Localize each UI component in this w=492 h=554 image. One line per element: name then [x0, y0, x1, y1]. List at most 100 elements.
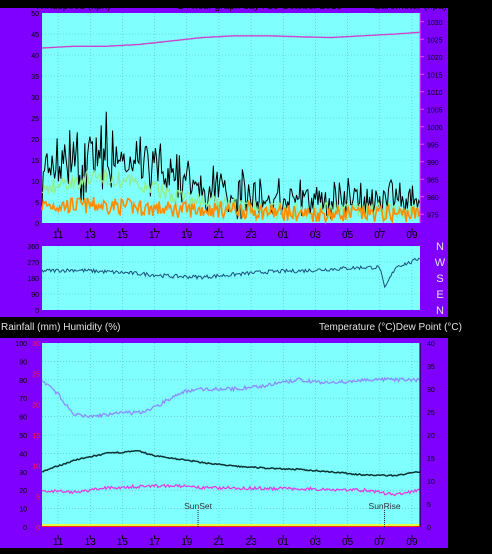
min-wind-series-line: [41, 196, 421, 225]
wind-x-axis: 11 13 15 17 19 21 23 01 03 05 07 09: [53, 228, 418, 241]
wind-y-tick: 10: [31, 179, 39, 186]
x-tick-label: 19: [181, 230, 193, 241]
temp-y-tick: 5: [427, 502, 431, 509]
sunset-label: SunSet: [184, 501, 213, 511]
humidity-y-tick: 0: [23, 525, 27, 532]
wind-marks: [41, 31, 421, 225]
temp-y-tick: 30: [427, 387, 435, 394]
rain-y-axis: 0 5 10 15 20 25 30: [32, 341, 40, 532]
x-tick-label: 15: [117, 230, 129, 241]
baro-y-tick: 1015: [427, 72, 443, 79]
humidity-y-tick: 40: [19, 451, 27, 458]
direction-plot: [41, 246, 421, 310]
x-tick-label: 13: [85, 537, 97, 548]
temp-dew-axis-title: Temperature (°C)Dew Point (°C): [319, 322, 462, 333]
wind-y-tick: 45: [31, 32, 39, 39]
wind-plot: [41, 13, 421, 225]
direction-y-tick: 180: [27, 276, 39, 283]
direction-y-tick: 270: [27, 260, 39, 267]
humidity-y-tick: 90: [19, 359, 27, 366]
sunrise-label: SunRise: [369, 501, 401, 511]
direction-y-axis: 360 270 180 90 0: [27, 244, 39, 315]
humidity-y-tick: 20: [19, 488, 27, 495]
wind-y-tick: 40: [31, 53, 39, 60]
x-tick-label: 07: [374, 230, 386, 241]
wind-y-tick: 35: [31, 74, 39, 81]
rain-y-tick: 30: [32, 341, 40, 348]
direction-y-tick: 90: [31, 292, 39, 299]
humidity-y-tick: 10: [19, 507, 27, 514]
temp-humidity-grid: [42, 343, 420, 527]
humidity-y-tick: 30: [19, 470, 27, 477]
baro-y-tick: 1020: [427, 55, 443, 62]
temp-y-tick: 15: [427, 456, 435, 463]
humidity-y-tick: 60: [19, 415, 27, 422]
rain-y-tick: 25: [32, 372, 40, 379]
x-tick-label: 01: [278, 230, 290, 241]
rain-y-tick: 5: [36, 494, 40, 501]
x-tick-label: 05: [342, 230, 354, 241]
average-wind-series-line: [41, 168, 421, 221]
x-tick-label: 21: [213, 230, 225, 241]
x-tick-label: 05: [342, 537, 354, 548]
x-tick-label: 23: [246, 230, 258, 241]
baro-y-tick: 1005: [427, 107, 443, 114]
wind-y-tick: 20: [31, 137, 39, 144]
rain-humidity-axis-title: Rainfall (mm) Humidity (%): [1, 322, 120, 333]
x-tick-label: 17: [149, 230, 161, 241]
direction-marks: [41, 257, 421, 289]
x-tick-label: 21: [213, 537, 225, 548]
rain-y-tick: 20: [32, 402, 40, 409]
baro-y-tick: 1000: [427, 125, 443, 132]
wind-y-tick: 30: [31, 95, 39, 102]
x-tick-label: 03: [310, 537, 322, 548]
wind-y-tick: 15: [31, 158, 39, 165]
barometer-series-line: [41, 31, 421, 49]
baro-y-tick: 975: [427, 212, 439, 219]
humidity-y-tick: 80: [19, 378, 27, 385]
x-tick-label: 07: [374, 537, 386, 548]
barometer-axis-title: Barometer (hpa): [374, 1, 447, 12]
direction-series-line: [41, 257, 421, 289]
baro-y-tick: 990: [427, 160, 439, 167]
temperature-y-axis: 0 5 10 15 20 25 30 35 40: [419, 341, 435, 532]
baro-y-tick: 1010: [427, 90, 443, 97]
graph-title: 24 hour graph day : 20 October 2019: [178, 1, 342, 12]
temp-y-tick: 20: [427, 433, 435, 440]
baro-y-tick: 980: [427, 195, 439, 202]
wind-y-axis: 0 5 10 15 20 25 30 35 40 45 50: [31, 11, 39, 228]
temp-y-tick: 25: [427, 410, 435, 417]
baro-y-tick: 995: [427, 142, 439, 149]
wind-y-tick: 5: [35, 200, 39, 207]
humidity-y-axis: 0 10 20 30 40 50 60 70 80 90 100: [15, 341, 27, 532]
humidity-y-tick: 50: [19, 433, 27, 440]
compass-letter: W: [435, 257, 446, 269]
baro-y-tick: 1030: [427, 20, 443, 27]
x-tick-label: 11: [53, 537, 64, 548]
humidity-y-tick: 70: [19, 396, 27, 403]
dew-point-series-line: [41, 483, 421, 497]
direction-grid: [42, 246, 420, 310]
x-tick-label: 19: [181, 537, 193, 548]
gust-series-line: [41, 111, 421, 220]
x-tick-label: 11: [53, 230, 64, 241]
x-tick-label: 17: [149, 537, 161, 548]
compass-letter: N: [436, 305, 444, 317]
humidity-series-line: [41, 376, 421, 419]
x-tick-label: 15: [117, 537, 129, 548]
wind-axis-title: Windspeed (kph): [35, 1, 111, 12]
rain-y-tick: 0: [36, 525, 40, 532]
baro-y-tick: 1025: [427, 37, 443, 44]
temp-y-tick: 40: [427, 341, 435, 348]
x-tick-label: 09: [406, 230, 418, 241]
x-tick-label: 13: [85, 230, 97, 241]
direction-y-tick: 0: [35, 308, 39, 315]
wind-y-tick: 0: [35, 221, 39, 228]
rain-y-tick: 15: [32, 433, 40, 440]
x-tick-label: 09: [406, 537, 418, 548]
temperature-series-line: [41, 449, 421, 477]
wind-y-tick: 50: [31, 11, 39, 18]
baro-y-tick: 985: [427, 177, 439, 184]
